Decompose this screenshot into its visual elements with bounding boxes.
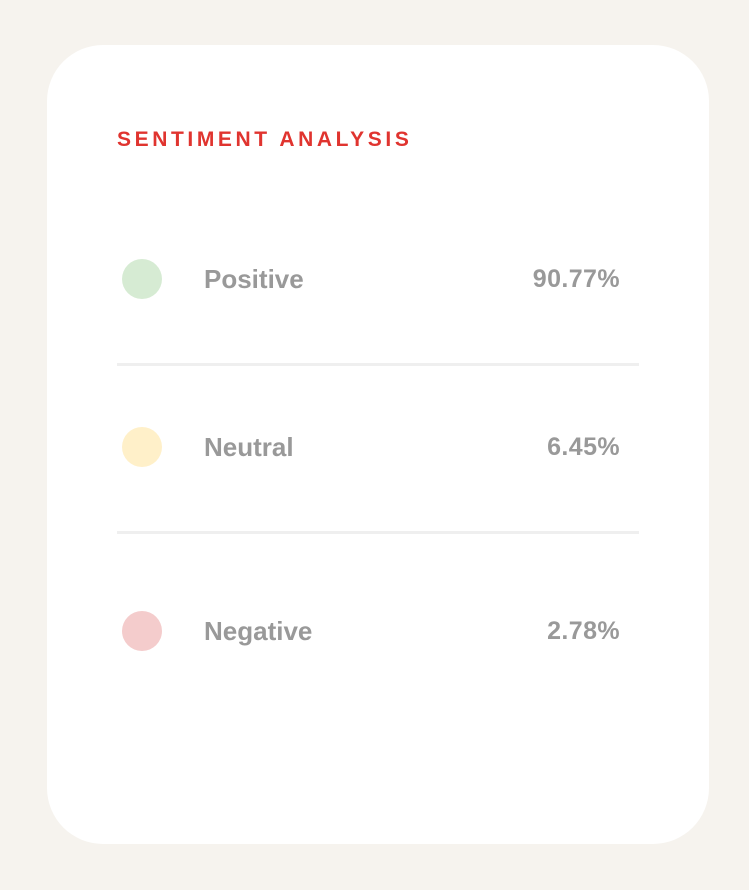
- sentiment-label: Neutral: [204, 432, 294, 462]
- sentiment-label: Positive: [204, 264, 304, 294]
- sentiment-value: 2.78%: [547, 617, 620, 645]
- sentiment-row-neutral: Neutral 6.45%: [117, 427, 639, 467]
- sentiment-row-positive: Positive 90.77%: [117, 259, 639, 299]
- negative-indicator-dot: [122, 611, 162, 651]
- sentiment-value: 6.45%: [547, 433, 620, 461]
- row-divider: [117, 363, 639, 366]
- sentiment-row-negative: Negative 2.78%: [117, 611, 639, 651]
- card-title: SENTIMENT ANALYSIS: [117, 128, 413, 151]
- sentiment-value: 90.77%: [532, 265, 620, 293]
- row-divider: [117, 531, 639, 534]
- sentiment-label: Negative: [204, 616, 313, 646]
- neutral-indicator-dot: [122, 427, 162, 467]
- sentiment-card: SENTIMENT ANALYSIS Positive 90.77% Neutr…: [47, 45, 709, 844]
- positive-indicator-dot: [122, 259, 162, 299]
